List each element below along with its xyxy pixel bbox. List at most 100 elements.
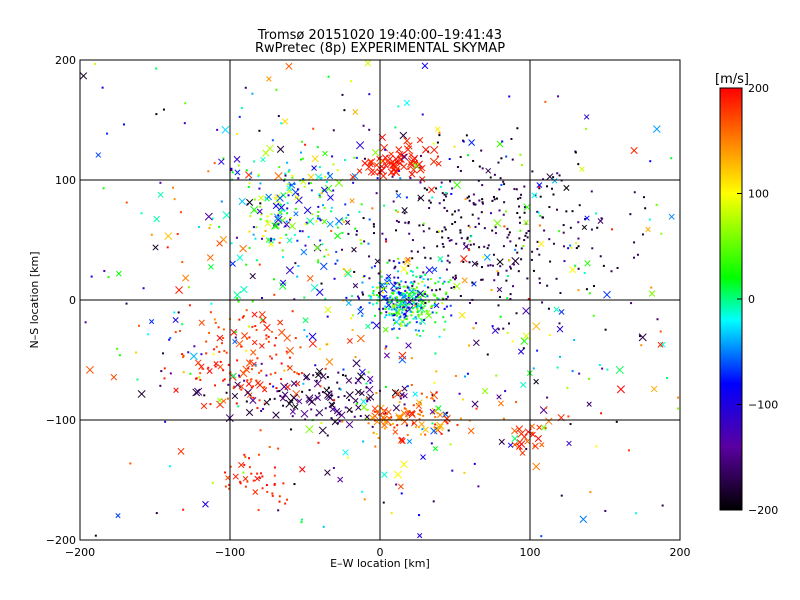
echo-dot (361, 490, 364, 493)
echo-dot (431, 311, 434, 314)
echo-dot (205, 352, 208, 355)
echo-dot (409, 177, 412, 180)
echo-dot (402, 313, 405, 316)
echo-dot (493, 279, 496, 282)
echo-dot (377, 299, 380, 302)
echo-dot (415, 295, 418, 298)
echo-dot (574, 151, 577, 154)
echo-dot (403, 324, 406, 327)
echo-dot (410, 357, 413, 360)
echo-dot (421, 280, 424, 283)
echo-dot (293, 298, 296, 301)
echo-dot (454, 274, 457, 277)
echo-cross (522, 332, 530, 340)
echo-dot (422, 222, 425, 225)
echo-dot (384, 286, 387, 289)
echo-dot (505, 269, 508, 272)
echo-cross (325, 358, 334, 366)
echo-dot (375, 410, 378, 413)
echo-dot (370, 295, 373, 298)
echo-dot (542, 178, 545, 181)
echo-cross (311, 155, 319, 163)
echo-cross (303, 373, 311, 381)
echo-dot (348, 399, 351, 402)
echo-cross (359, 390, 365, 397)
echo-dot (442, 298, 445, 301)
echo-dot (659, 330, 662, 333)
echo-dot (270, 330, 273, 333)
echo-cross (80, 72, 88, 80)
echo-dot (426, 295, 429, 298)
echo-dot (118, 354, 121, 357)
echo-dot (420, 411, 423, 414)
echo-dot (244, 86, 247, 89)
echo-cross (485, 167, 492, 174)
echo-dot (383, 204, 386, 207)
echo-dot (505, 155, 508, 158)
echo-dot (397, 276, 400, 279)
echo-cross (217, 397, 223, 403)
echo-dot (449, 279, 452, 282)
echo-dot (410, 310, 413, 313)
echo-dot (599, 255, 602, 258)
echo-cross (300, 248, 308, 256)
echo-dot (386, 282, 389, 285)
echo-dot (428, 207, 431, 210)
echo-dot (559, 355, 562, 358)
echo-dot (475, 407, 478, 410)
echo-cross (381, 421, 388, 429)
echo-dot (412, 293, 415, 296)
echo-dot (400, 280, 403, 283)
echo-dot (281, 209, 284, 212)
echo-dot (323, 207, 326, 210)
echo-cross (532, 322, 541, 331)
echo-dot (383, 316, 386, 319)
echo-dot (300, 372, 303, 375)
echo-cross (417, 304, 426, 313)
echo-dot (223, 378, 226, 381)
echo-cross (410, 419, 418, 427)
echo-dot (276, 390, 279, 393)
echo-cross (202, 500, 209, 508)
x-tick-label: 100 (520, 546, 541, 559)
echo-dot (563, 260, 566, 263)
echo-cross (563, 184, 570, 191)
echo-dot (238, 376, 241, 379)
echo-dot (246, 337, 249, 340)
echo-dot (483, 227, 486, 230)
echo-dot (260, 409, 263, 412)
echo-cross (194, 359, 202, 367)
echo-dot (471, 281, 474, 284)
echo-dot (638, 335, 641, 338)
echo-cross (251, 339, 258, 346)
echo-cross (334, 232, 342, 240)
echo-dot (347, 214, 350, 217)
echo-dot (410, 314, 413, 317)
echo-dot (633, 256, 636, 259)
echo-dot (326, 315, 329, 318)
echo-dot (407, 296, 410, 299)
echo-dot (410, 269, 413, 272)
echo-dot (214, 365, 217, 368)
echo-cross (326, 172, 334, 180)
echo-dot (172, 186, 175, 189)
echo-cross (553, 306, 560, 313)
echo-dot (371, 425, 374, 428)
echo-cross (391, 389, 400, 397)
echo-dot (574, 264, 577, 267)
echo-dot (516, 251, 519, 254)
echo-dot (363, 275, 366, 278)
echo-dot (538, 185, 541, 188)
echo-dot (293, 233, 296, 236)
echo-dot (236, 297, 239, 300)
echo-cross (399, 438, 406, 445)
echo-dot (552, 193, 555, 196)
echo-cross (367, 159, 374, 165)
echo-dot (268, 398, 271, 401)
echo-dot (311, 213, 314, 216)
echo-dot (480, 266, 483, 269)
echo-cross (229, 260, 236, 267)
echo-dot (403, 407, 406, 410)
echo-cross (305, 425, 314, 434)
echo-dot (523, 185, 526, 188)
